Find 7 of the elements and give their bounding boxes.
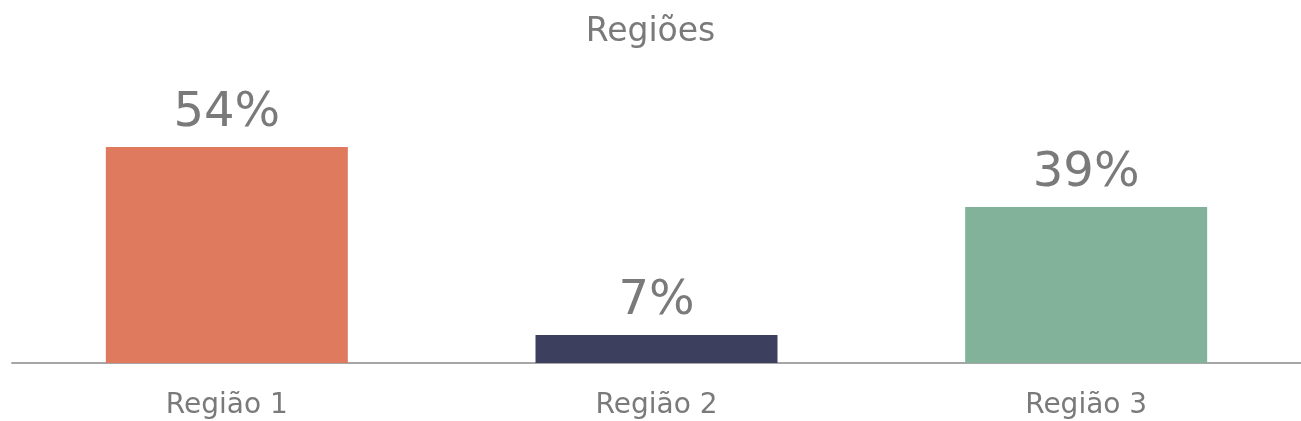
x-tick-label: Região 1 — [165, 386, 288, 420]
chart-title: Regiões — [585, 10, 716, 49]
data-label: 39% — [1032, 141, 1140, 197]
data-label: 54% — [173, 81, 281, 137]
x-tick-label: Região 3 — [1025, 386, 1148, 420]
data-label: 7% — [618, 269, 695, 325]
x-tick-label: Região 2 — [595, 386, 718, 420]
